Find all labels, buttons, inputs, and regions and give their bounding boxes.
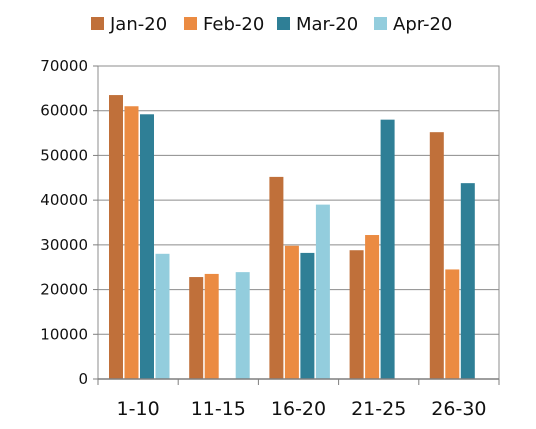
bars [109,95,475,380]
legend-label: Feb-20 [203,14,264,35]
bar-mar-20-16-20 [300,252,315,379]
y-tick-label: 50000 [40,146,88,164]
x-tick-label: 26-30 [431,398,486,420]
y-tick-label: 30000 [40,236,88,254]
bar-feb-20-26-30 [445,269,460,379]
legend-label: Jan-20 [109,14,167,35]
bar-mar-20-26-30 [460,183,475,379]
bar-jan-20-1-10 [109,95,123,380]
y-tick-labels: 0 10000 20000 30000 40000 50000 60000 70000 [40,57,88,388]
y-tick-label: 60000 [40,102,88,120]
legend-label: Apr-20 [393,14,452,35]
bar-jan-20-26-30 [429,132,444,379]
y-tick-label: 0 [78,370,88,388]
bar-jan-20-16-20 [269,176,284,379]
x-tick-label: 11-15 [191,398,246,420]
y-tick-label: 40000 [40,191,88,209]
x-tick-label: 16-20 [271,398,326,420]
x-tick-labels: 1-10 11-15 16-20 21-25 26-30 [117,398,487,420]
y-tick-label: 70000 [40,57,88,75]
legend-label: Mar-20 [296,14,358,35]
bar-jan-20-11-15 [189,277,204,379]
bar-mar-20-21-25 [380,119,395,380]
bar-feb-20-21-25 [365,235,380,379]
bar-apr-20-1-10 [155,253,170,379]
bar-apr-20-16-20 [315,204,330,379]
legend-swatch [374,17,387,30]
bar-feb-20-11-15 [204,273,219,379]
x-tick-label: 21-25 [351,398,406,420]
bar-feb-20-1-10 [124,106,139,379]
legend: Jan-20 Feb-20 Mar-20 Apr-20 [91,14,452,35]
bar-mar-20-1-10 [140,114,154,379]
y-tick-label: 10000 [40,325,88,343]
legend-swatch [184,17,197,30]
bar-feb-20-16-20 [284,245,299,379]
bar-jan-20-21-25 [349,250,364,379]
x-tick-label: 1-10 [117,398,160,420]
y-tick-label: 20000 [40,281,88,299]
bar-apr-20-11-15 [235,272,250,379]
axes [93,65,500,385]
legend-swatch [91,17,104,30]
legend-swatch [277,17,290,30]
